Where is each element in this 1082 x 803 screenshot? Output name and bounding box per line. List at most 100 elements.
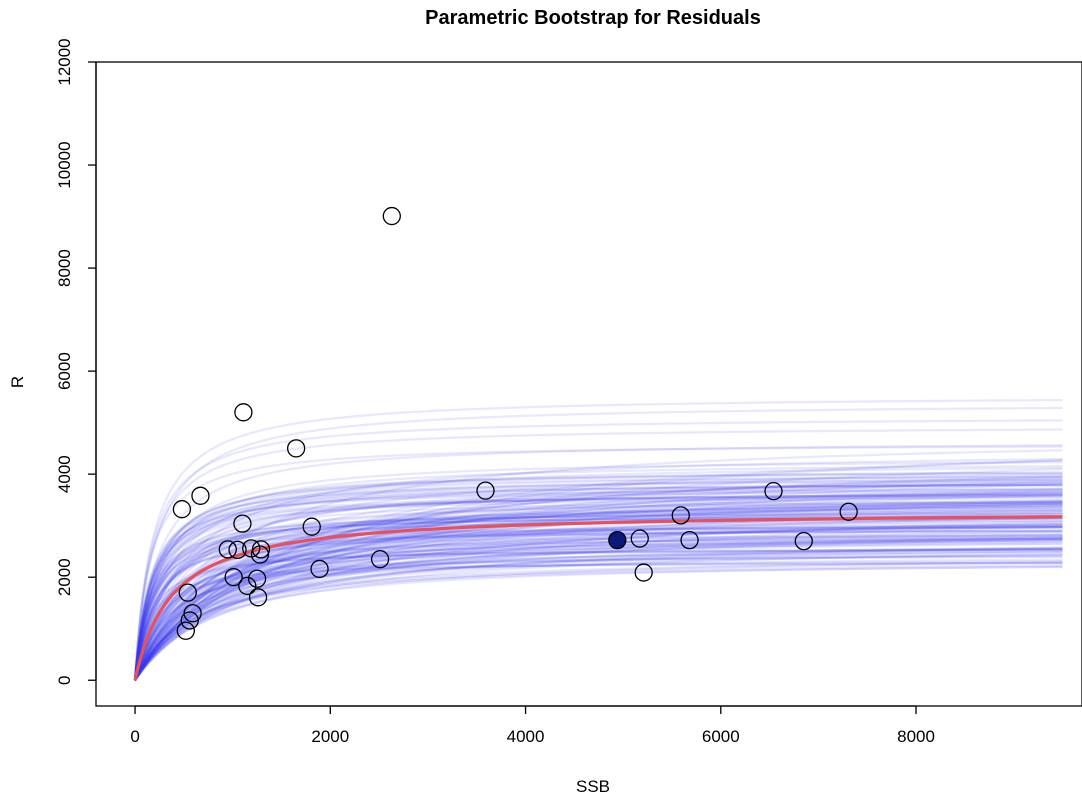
x-tick-label: 6000 bbox=[702, 727, 740, 746]
observation-point bbox=[251, 540, 271, 559]
x-tick-label: 0 bbox=[130, 727, 139, 746]
bootstrap-curve bbox=[133, 428, 1063, 681]
bootstrap-curve bbox=[133, 562, 1063, 681]
bootstrap-curve bbox=[134, 505, 1063, 681]
bootstrap-curve bbox=[134, 547, 1063, 682]
bootstrap-curve bbox=[134, 538, 1063, 681]
bootstrap-curve bbox=[133, 508, 1063, 681]
bootstrap-curve bbox=[134, 502, 1063, 681]
bootstrap-curve bbox=[133, 483, 1063, 681]
bootstrap-curve bbox=[134, 503, 1063, 681]
bootstrap-curve bbox=[133, 478, 1063, 681]
bootstrap-curve bbox=[134, 532, 1063, 681]
bootstrap-curve bbox=[133, 478, 1063, 681]
bootstrap-curve bbox=[134, 475, 1063, 681]
bootstrap-curve bbox=[134, 540, 1063, 681]
bootstrap-curve bbox=[133, 494, 1063, 681]
bootstrap-curve bbox=[134, 564, 1063, 681]
bootstrap-curve bbox=[134, 547, 1063, 681]
bootstrap-curve bbox=[133, 529, 1063, 681]
bootstrap-curve bbox=[133, 515, 1063, 681]
observation-point bbox=[176, 621, 195, 640]
bootstrap-curve bbox=[134, 558, 1063, 681]
bootstrap-curve bbox=[134, 502, 1063, 681]
chart-title: Parametric Bootstrap for Residuals bbox=[425, 7, 761, 29]
bootstrap-curve bbox=[133, 529, 1063, 681]
bootstrap-curve bbox=[133, 549, 1063, 681]
bootstrap-curve bbox=[134, 502, 1063, 682]
bootstrap-curve bbox=[133, 461, 1063, 681]
observation-point bbox=[178, 583, 197, 602]
bootstrap-curve bbox=[133, 536, 1063, 681]
observation-point bbox=[247, 569, 267, 588]
bootstrap-curve bbox=[134, 538, 1063, 681]
bootstrap-curve bbox=[133, 509, 1063, 681]
bootstrap-curve bbox=[134, 551, 1063, 681]
bootstrap-curve bbox=[134, 506, 1063, 681]
bootstrap-curve bbox=[133, 472, 1063, 681]
observation-point bbox=[634, 563, 653, 582]
bootstrap-curve bbox=[133, 512, 1063, 681]
bootstrap-curve bbox=[134, 546, 1063, 681]
bootstrap-curve bbox=[133, 548, 1063, 681]
bootstrap-curve bbox=[133, 493, 1063, 681]
bootstrap-curve bbox=[134, 554, 1063, 681]
bootstrap-curve bbox=[134, 520, 1063, 681]
observation-point bbox=[630, 529, 649, 548]
observation-point bbox=[764, 482, 783, 501]
bootstrap-curve bbox=[134, 565, 1063, 681]
observation-point bbox=[370, 550, 390, 569]
y-tick-label: 2000 bbox=[55, 558, 74, 596]
bootstrap-curve bbox=[133, 548, 1063, 681]
bootstrap-curve bbox=[134, 526, 1063, 681]
bootstrap-curve bbox=[134, 516, 1063, 681]
bootstrap-curve bbox=[134, 525, 1063, 681]
bootstrap-curve bbox=[134, 560, 1063, 682]
bootstrap-curve bbox=[134, 542, 1063, 681]
observation-point bbox=[218, 540, 237, 559]
observation-point bbox=[183, 604, 202, 623]
bootstrap-curve bbox=[133, 465, 1063, 681]
bootstrap-curve bbox=[134, 490, 1063, 682]
bootstrap-curves bbox=[133, 399, 1063, 682]
observation-point bbox=[238, 576, 257, 596]
observation-point bbox=[248, 588, 268, 607]
bootstrap-curve bbox=[133, 515, 1063, 681]
bootstrap-curve bbox=[134, 494, 1063, 682]
bootstrap-curve bbox=[133, 444, 1063, 681]
bootstrap-curve bbox=[134, 537, 1063, 682]
bootstrap-curve bbox=[134, 547, 1063, 681]
bootstrap-curve bbox=[133, 488, 1063, 681]
y-tick-label: 6000 bbox=[55, 352, 74, 390]
bootstrap-curve bbox=[134, 521, 1063, 682]
bootstrap-curve bbox=[133, 515, 1063, 681]
bootstrap-curve bbox=[134, 533, 1063, 681]
bootstrap-curve bbox=[134, 509, 1063, 681]
bootstrap-curve bbox=[133, 534, 1063, 681]
bootstrap-curve bbox=[133, 488, 1063, 681]
bootstrap-curve bbox=[134, 481, 1063, 681]
bootstrap-curve bbox=[133, 548, 1063, 681]
bootstrap-curve bbox=[133, 419, 1063, 681]
bootstrap-curve bbox=[134, 476, 1063, 681]
bootstrap-curve bbox=[134, 523, 1063, 682]
bootstrap-curve bbox=[134, 561, 1063, 681]
bootstrap-curve bbox=[133, 445, 1063, 681]
bootstrap-curve bbox=[133, 399, 1063, 681]
observation-point bbox=[794, 531, 813, 551]
bootstrap-curve bbox=[133, 534, 1063, 681]
y-tick-label: 4000 bbox=[55, 455, 74, 493]
bootstrap-curve bbox=[134, 459, 1063, 681]
bootstrap-curve bbox=[134, 536, 1063, 681]
bootstrap-curve bbox=[134, 535, 1063, 681]
bootstrap-curve bbox=[133, 480, 1063, 681]
bootstrap-curve bbox=[134, 519, 1063, 681]
bootstrap-curve bbox=[134, 553, 1063, 681]
bootstrap-curve bbox=[134, 481, 1063, 681]
y-tick-label: 0 bbox=[55, 676, 74, 685]
bootstrap-curve bbox=[133, 525, 1063, 681]
y-tick-label: 8000 bbox=[55, 249, 74, 287]
x-tick-label: 2000 bbox=[311, 727, 349, 746]
bootstrap-curve bbox=[134, 538, 1063, 682]
